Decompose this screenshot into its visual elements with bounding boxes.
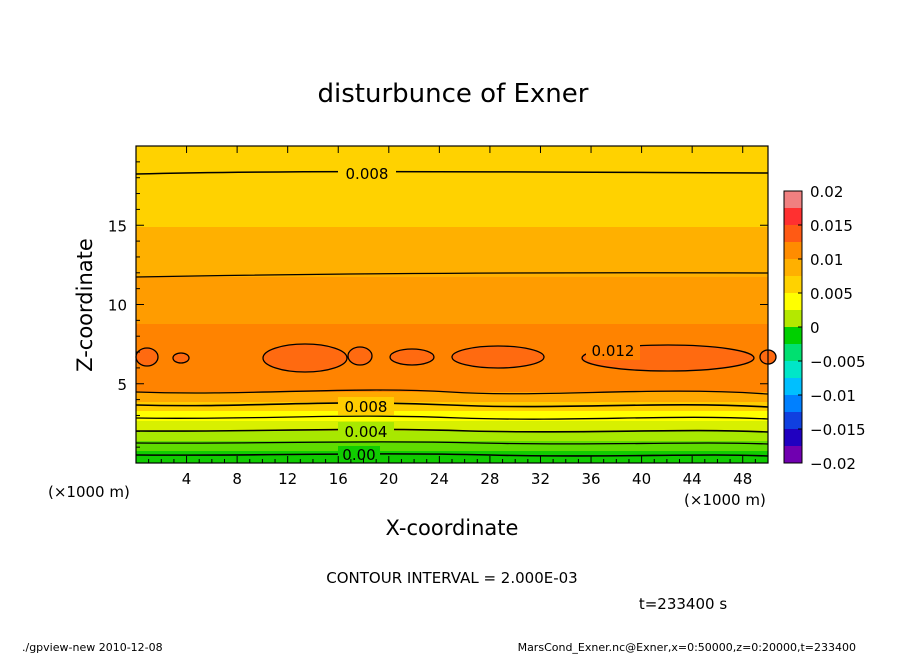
contour-label-bg-4 [338, 422, 394, 440]
x-axis-label: X-coordinate [386, 516, 519, 540]
cell-3 [262, 343, 348, 373]
contour-line-010-lower [135, 389, 769, 395]
contour-label-bg-2 [586, 340, 640, 360]
x-tick-label: 40 [632, 470, 651, 488]
colorbar-swatch [784, 361, 802, 379]
colorbar-swatch [784, 378, 802, 396]
x-tick-label: 36 [581, 470, 600, 488]
cell-4 [347, 346, 373, 366]
footer-left: ./gpview-new 2010-12-08 [22, 641, 163, 654]
y-unit-label: (×1000 m) [48, 483, 130, 501]
contour-line-008 [135, 402, 769, 408]
band-lower-4 [136, 421, 768, 431]
colorbar-swatch [784, 429, 802, 447]
contour-line-008-top [135, 170, 769, 175]
x-unit-label: (×1000 m) [684, 491, 766, 509]
colorbar-swatch [784, 208, 802, 226]
colorbar-tick-label: 0.015 [810, 217, 853, 235]
colorbar-tick-label: −0.02 [810, 455, 856, 473]
plot-area: 0.008 0.012 0.008 0.004 0.00 [135, 146, 777, 464]
chart-title: disturbunce of Exner [318, 79, 589, 109]
contour-line-006 [135, 415, 769, 420]
contour-label-008: 0.008 [345, 398, 388, 416]
band-lower-6 [136, 441, 768, 451]
cell-1 [135, 347, 159, 367]
colorbar-swatch [784, 276, 802, 294]
contour-line-010 [135, 272, 769, 278]
cell-2 [172, 352, 190, 364]
band-mid-orange [136, 277, 768, 324]
colorbar-tick-label: −0.005 [810, 353, 866, 371]
x-tick-label: 20 [379, 470, 398, 488]
x-tick-label: 32 [531, 470, 550, 488]
contour-label-bg-1 [338, 163, 396, 183]
colorbar-tick-label: 0.02 [810, 183, 843, 201]
colorbar-swatch [784, 412, 802, 430]
colorbar-tick-label: −0.015 [810, 421, 866, 439]
contour-label-004: 0.004 [345, 423, 388, 441]
x-tick-label: 16 [329, 470, 348, 488]
contour-line-002 [135, 441, 769, 445]
x-tick-label: 44 [683, 470, 702, 488]
colorbar-swatch [784, 446, 802, 464]
x-tick-label: 4 [182, 470, 192, 488]
footer-right: MarsCond_Exner.nc@Exner,x=0:50000,z=0:20… [518, 641, 856, 654]
cell-5 [389, 348, 435, 366]
y-tick-label: 10 [108, 297, 127, 315]
colorbar-swatch [784, 191, 802, 209]
contour-label-bg-3 [338, 397, 394, 415]
x-tick-label: 24 [430, 470, 449, 488]
colorbar-tick-label: 0 [810, 319, 820, 337]
contour-label-000: 0.00 [342, 446, 375, 464]
colorbar-tick-label: −0.01 [810, 387, 856, 405]
x-tick-label: 12 [278, 470, 297, 488]
colorbar-ticks: 0.02 0.015 0.01 0.005 0 −0.005 −0.01 −0.015 −0.0… [798, 183, 866, 473]
contour-line-004 [135, 428, 769, 433]
band-lower-2 [136, 402, 768, 411]
contour-interval-text: CONTOUR INTERVAL = 2.000E-03 [326, 569, 577, 587]
x-tick-label: 28 [480, 470, 499, 488]
colorbar-swatch [784, 242, 802, 260]
band-upper-orange [136, 227, 768, 277]
x-tick-label: 8 [232, 470, 242, 488]
contour-label-008-top: 0.008 [346, 165, 389, 183]
contour-label-012: 0.012 [592, 342, 635, 360]
colorbar-tick-label: 0.005 [810, 285, 853, 303]
band-lower-1 [136, 392, 768, 402]
y-tick-label: 5 [117, 376, 127, 394]
band-lower-3 [136, 411, 768, 421]
colorbar-swatch [784, 310, 802, 328]
colorbar [784, 191, 802, 464]
y-ticks: 5 10 15 [108, 161, 768, 448]
colorbar-swatch [784, 327, 802, 345]
x-ticks: 4 8 12 16 20 24 28 32 36 40 44 48 [148, 146, 756, 488]
x-tick-label: 48 [733, 470, 752, 488]
contour-line-000 [135, 453, 769, 457]
colorbar-swatch [784, 293, 802, 311]
y-tick-label: 15 [108, 217, 127, 235]
colorbar-swatch [784, 344, 802, 362]
contour-label-bg-5 [338, 446, 380, 463]
band-lower-5 [136, 431, 768, 441]
band-upper [136, 179, 768, 227]
colorbar-tick-label: 0.01 [810, 251, 843, 269]
colorbar-swatch [784, 259, 802, 277]
time-text: t=233400 s [639, 595, 727, 613]
y-axis-label: Z-coordinate [73, 238, 97, 372]
colorbar-swatch [784, 225, 802, 243]
colorbar-swatch [784, 395, 802, 413]
band-top [136, 146, 768, 179]
cell-6 [451, 345, 545, 369]
